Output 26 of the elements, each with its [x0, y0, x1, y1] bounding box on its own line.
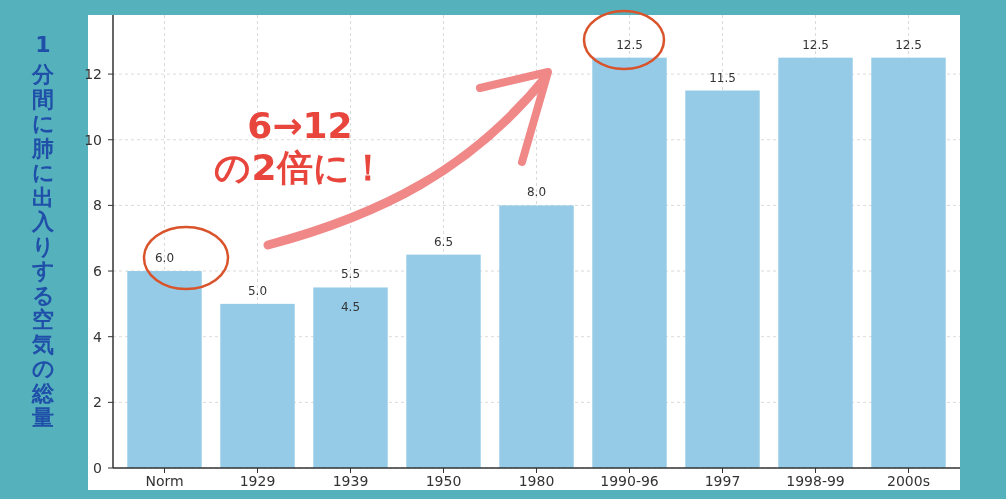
y-tick-label: 6 [93, 263, 103, 280]
annotation: 4.5 [340, 300, 361, 315]
data-label: 12.5 [616, 37, 643, 52]
data-label: 11.5 [709, 70, 736, 85]
x-tick-label: 1998-99 [786, 473, 845, 489]
data-label: 12.5 [802, 37, 829, 52]
x-tick-label: 1939 [332, 473, 369, 489]
data-label: 6.0 [154, 251, 175, 266]
x-tick-label: Norm [145, 473, 184, 489]
x-tick-label: 1997 [704, 473, 741, 489]
text: 1分間に肺に出入りする空気の総量 [31, 32, 55, 430]
y-tick-label: 0 [93, 460, 102, 476]
y-tick-label: 2 [93, 394, 102, 411]
data-label: 12.5 [895, 37, 922, 52]
data-label: 5.0 [247, 283, 268, 298]
y-tick-label: 8 [93, 197, 102, 214]
x-tick-label: 1980 [518, 473, 555, 489]
x-tick-label: 1929 [239, 473, 276, 489]
x-tick-label: 1950 [425, 473, 462, 489]
data-label: 8.0 [526, 185, 547, 200]
y-tick-label: 4 [93, 328, 103, 345]
data-label: 6.5 [433, 234, 454, 249]
data-label: 5.5 [340, 267, 361, 282]
x-tick-label: 2000s [887, 473, 930, 489]
annotation: 6→12 の2倍に！ [214, 105, 386, 188]
x-tick-label: 1990-96 [600, 473, 659, 489]
